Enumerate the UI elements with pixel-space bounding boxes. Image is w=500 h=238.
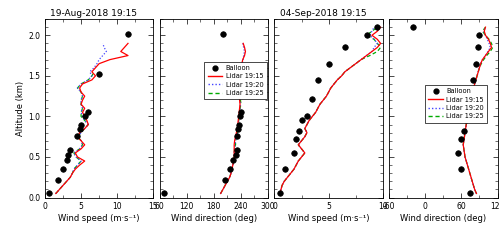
X-axis label: Wind speed (m·s⁻¹): Wind speed (m·s⁻¹) (58, 214, 140, 223)
Legend: Balloon, Lidar 19:15, Lidar 19:20, Lidar 19:25: Balloon, Lidar 19:15, Lidar 19:20, Lidar… (425, 85, 488, 123)
Legend: Balloon, Lidar 19:15, Lidar 19:20, Lidar 19:25: Balloon, Lidar 19:15, Lidar 19:20, Lidar… (204, 62, 266, 99)
Text: 19-Aug-2018 19:15: 19-Aug-2018 19:15 (50, 9, 138, 18)
Y-axis label: Altitude (km): Altitude (km) (16, 81, 25, 136)
X-axis label: Wind direction (deg): Wind direction (deg) (171, 214, 257, 223)
X-axis label: Wind direction (deg): Wind direction (deg) (400, 214, 486, 223)
X-axis label: Wind speed (m·s⁻¹): Wind speed (m·s⁻¹) (288, 214, 370, 223)
Text: 04-Sep-2018 19:15: 04-Sep-2018 19:15 (280, 9, 366, 18)
